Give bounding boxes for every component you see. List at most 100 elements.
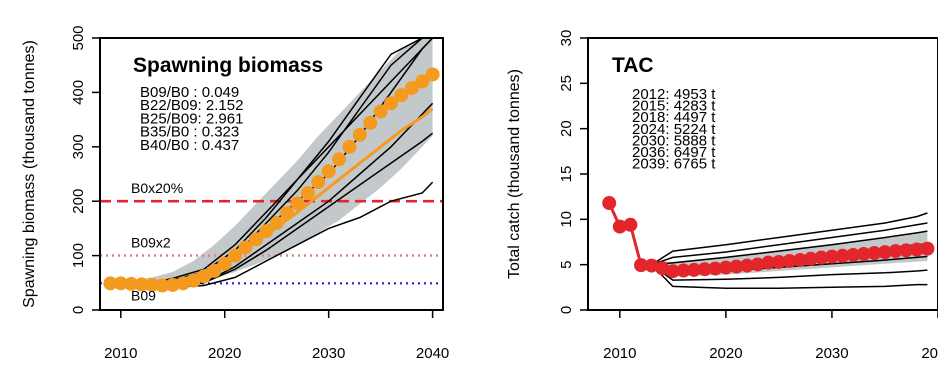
data-point [782,254,797,269]
data-point [824,249,839,264]
data-point [634,258,649,273]
data-point [352,127,367,142]
x-tick-label: 2010 [603,345,636,362]
stat-line: B25/B09: 2.961 [140,110,243,127]
stat-line: 2039: 6765 t [632,156,716,173]
data-point [363,115,378,130]
data-point [718,260,733,275]
y-tick-label: 20 [558,120,575,137]
data-point [793,252,808,267]
data-point [644,258,659,273]
stat-line: B09/B0 : 0.049 [140,84,239,101]
data-point [228,248,243,263]
stat-line: 2036: 6497 t [632,144,716,161]
data-point [113,276,128,291]
data-point [909,242,924,257]
data-point [846,247,861,262]
data-point [655,261,670,276]
data-point [708,261,723,276]
data-point [165,277,180,292]
y-tick-label: 5 [558,260,575,268]
data-point [835,248,850,263]
plot-area-1 [100,38,443,293]
y-tick-label: 25 [558,75,575,92]
y-tick-label: 0 [70,306,87,314]
y-tick-label: 200 [70,189,87,214]
stat-line: 2012: 4953 t [632,86,716,103]
y-tick-label: 10 [558,211,575,228]
data-point [259,224,274,239]
data-point [384,96,399,111]
data-point [888,244,903,259]
data-point [280,206,295,221]
stat-line: B40/B0 : 0.437 [140,137,239,154]
data-point [856,247,871,262]
data-point [415,74,430,89]
data-point [238,240,253,255]
stat-line: 2015: 4283 t [632,98,716,115]
uncertainty-band [110,38,433,289]
panel-title: TAC [612,54,654,77]
data-point [750,257,765,272]
data-point [665,264,680,279]
data-point [103,276,118,291]
y-tick-label: 100 [70,243,87,268]
data-point [196,269,211,284]
stat-line: 2024: 5224 t [632,121,716,138]
data-point [687,262,702,277]
y-axis-title: Total catch (thousand tonnes) [506,69,523,279]
x-tick-label: 2030 [312,345,345,362]
y-tick-label: 300 [70,134,87,159]
data-point [134,277,149,292]
stat-line: B35/B0 : 0.323 [140,124,239,141]
data-point [311,175,326,190]
stat-line: 2030: 5888 t [632,132,716,149]
x-tick-label: 2020 [208,345,241,362]
data-point [771,254,786,269]
plot-frame [99,37,444,311]
y-axis-title: Spawning biomass (thousand tonnes) [21,40,38,308]
data-point [697,262,712,277]
data-point [602,196,617,211]
data-point [373,104,388,119]
y-tick-label: 0 [558,306,575,314]
y-tick-label: 500 [70,25,87,50]
x-tick-label: 2030 [815,345,848,362]
data-point [217,256,232,271]
y-tick-label: 30 [558,30,575,47]
reference-label: B0x20% [131,180,183,196]
data-point [342,139,357,154]
reference-label: B09x2 [131,235,171,251]
panel-title: Spawning biomass [133,54,323,77]
data-point [740,258,755,273]
data-point [867,246,882,261]
data-point [248,232,263,247]
data-point [612,219,627,234]
data-point [269,215,284,230]
data-point [803,251,818,266]
data-point [899,243,914,258]
data-point [425,67,440,82]
data-point [814,250,829,265]
trajectory-line [110,38,434,286]
data-point [332,152,347,167]
data-point [676,263,691,278]
data-point [920,241,935,256]
x-tick-label: 2010 [104,345,137,362]
y-tick-label: 400 [70,80,87,105]
x-tick-label: 2020 [709,345,742,362]
data-point [321,164,336,179]
x-tick-label: 2040 [416,345,449,362]
data-point [623,217,638,232]
data-point [394,88,409,103]
data-point [290,196,305,211]
y-tick-label: 15 [558,166,575,183]
data-point [144,277,159,292]
data-point [729,259,744,274]
stat-line: B22/B09: 2.152 [140,97,243,114]
data-point [124,276,139,291]
reference-label: B09 [131,287,156,303]
data-point [761,255,776,270]
